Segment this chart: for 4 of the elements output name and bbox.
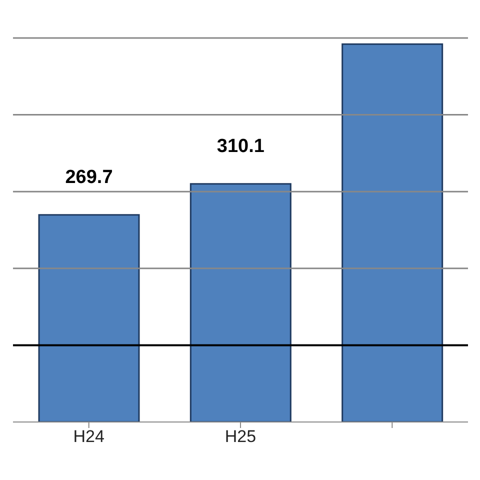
x-tick-label: H24 [73,427,104,446]
data-label: 269.7 [65,166,113,188]
x-tick-label: H25 [224,427,256,446]
data-label: 310.1 [216,136,265,157]
